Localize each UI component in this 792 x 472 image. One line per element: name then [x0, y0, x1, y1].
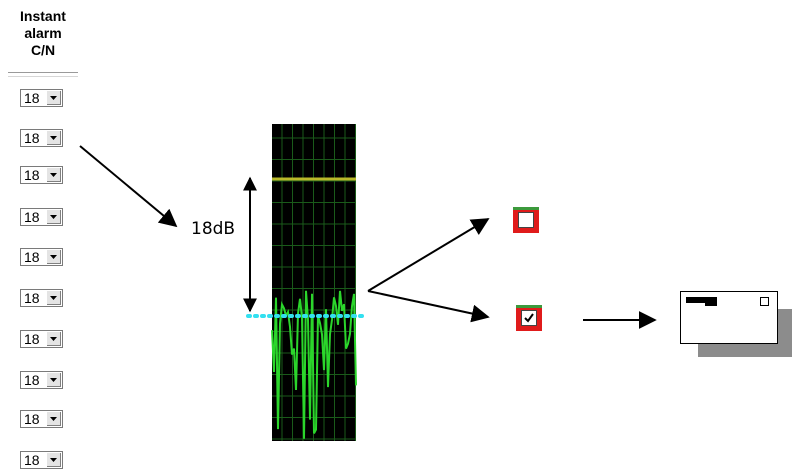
checkmark-icon: [524, 313, 534, 323]
dropdown-arrow-icon[interactable]: [46, 412, 61, 426]
cn-threshold-select-6[interactable]: 18: [20, 289, 63, 307]
dropdown-arrow-icon[interactable]: [46, 250, 61, 264]
margin-label: 18dB: [190, 219, 237, 239]
cn-threshold-select-9[interactable]: 18: [20, 410, 63, 428]
select-value: 18: [24, 249, 40, 265]
header-divider: [8, 72, 78, 77]
select-value: 18: [24, 452, 40, 468]
header-line-alarm: alarm: [24, 25, 62, 41]
cn-threshold-select-1[interactable]: 18: [20, 89, 63, 107]
alarm-checkbox-checked[interactable]: [516, 305, 542, 331]
dropdown-arrow-icon[interactable]: [46, 210, 61, 224]
checkbox-box: [521, 310, 537, 326]
dropdown-arrow-icon[interactable]: [46, 168, 61, 182]
cn-threshold-select-8[interactable]: 18: [20, 371, 63, 389]
alarm-window-icon: [680, 291, 778, 344]
window-title-bar-end: [705, 297, 717, 306]
header-line-instant: Instant: [20, 8, 66, 24]
window-title-bar: [686, 297, 716, 303]
select-value: 18: [24, 411, 40, 427]
cn-threshold-select-4[interactable]: 18: [20, 208, 63, 226]
select-value: 18: [24, 130, 40, 146]
select-value: 18: [24, 372, 40, 388]
arrow-select-to-spectrum: [79, 145, 178, 228]
dropdown-arrow-icon[interactable]: [46, 453, 61, 467]
checkbox-top-edge: [516, 305, 542, 308]
dropdown-arrow-icon[interactable]: [46, 91, 61, 105]
cn-threshold-select-5[interactable]: 18: [20, 248, 63, 266]
checkbox-box: [518, 212, 534, 228]
checkbox-top-edge: [513, 207, 539, 210]
dropdown-arrow-icon[interactable]: [46, 131, 61, 145]
header-line-cn: C/N: [30, 42, 56, 58]
dropdown-arrow-icon[interactable]: [46, 332, 61, 346]
column-header: Instant alarm C/N: [8, 8, 78, 59]
select-value: 18: [24, 209, 40, 225]
select-value: 18: [24, 90, 40, 106]
spectrum-display: [271, 124, 357, 441]
cn-threshold-select-10[interactable]: 18: [20, 451, 63, 469]
dropdown-arrow-icon[interactable]: [46, 291, 61, 305]
select-value: 18: [24, 331, 40, 347]
cn-threshold-select-3[interactable]: 18: [20, 166, 63, 184]
select-value: 18: [24, 290, 40, 306]
arrow-to-checked: [367, 290, 490, 323]
arrow-to-unchecked: [367, 218, 490, 292]
dropdown-arrow-icon[interactable]: [46, 373, 61, 387]
select-value: 18: [24, 167, 40, 183]
cn-threshold-select-7[interactable]: 18: [20, 330, 63, 348]
alarm-checkbox-unchecked[interactable]: [513, 207, 539, 233]
window-control-icon: [760, 297, 769, 306]
cn-threshold-select-2[interactable]: 18: [20, 129, 63, 147]
